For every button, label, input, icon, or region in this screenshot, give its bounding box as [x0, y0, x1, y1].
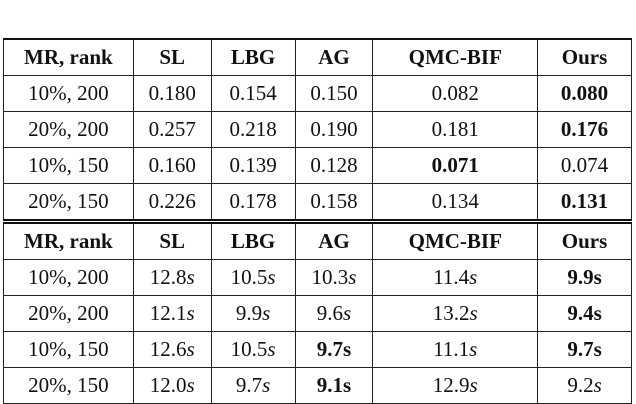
cell: 12.6s: [132, 331, 212, 368]
cell: 0.074: [537, 147, 632, 184]
cell: 11.4s: [372, 259, 539, 296]
header-cell: SL: [132, 219, 212, 260]
data-row: 20%, 200 0.257 0.218 0.190 0.181 0.176: [3, 111, 632, 148]
cell: 0.190: [294, 111, 374, 148]
cell: 9.7s: [210, 367, 296, 404]
cell: 20%, 150: [3, 183, 134, 222]
cell: 0.226: [132, 183, 212, 222]
data-row: 20%, 150 0.226 0.178 0.158 0.134 0.131: [3, 183, 632, 222]
cell: 0.257: [132, 111, 212, 148]
cell: 12.9s: [372, 367, 539, 404]
cell: 0.150: [294, 75, 374, 112]
cell: 9.6s: [294, 295, 374, 332]
cell: 9.9s: [210, 295, 296, 332]
cell: 0.180: [132, 75, 212, 112]
header-cell: MR, rank: [3, 38, 134, 76]
header-row: MR, rank SL LBG AG QMC-BIF Ours: [3, 219, 632, 260]
table-body: MR, rank SL LBG AG QMC-BIF Ours 10%, 200 0.180 0…: [3, 38, 632, 404]
cell: 9.4s: [537, 295, 632, 332]
cell: 9.7s: [294, 331, 374, 368]
cell: 13.2s: [372, 295, 539, 332]
data-row: 20%, 200 12.1s 9.9s 9.6s 13.2s 9.4s: [3, 295, 632, 332]
cell: 0.178: [210, 183, 296, 222]
cell: 9.2s: [537, 367, 632, 404]
cell: 0.158: [294, 183, 374, 222]
header-cell: AG: [294, 219, 374, 260]
data-row: 20%, 150 12.0s 9.7s 9.1s 12.9s 9.2s: [3, 367, 632, 404]
data-row: 10%, 200 12.8s 10.5s 10.3s 11.4s 9.9s: [3, 259, 632, 296]
cell: 0.080: [537, 75, 632, 112]
data-row: 10%, 200 0.180 0.154 0.150 0.082 0.080: [3, 75, 632, 112]
cell: 10.3s: [294, 259, 374, 296]
cell: 9.7s: [537, 331, 632, 368]
header-cell: LBG: [210, 38, 296, 76]
header-cell: SL: [132, 38, 212, 76]
header-cell: QMC-BIF: [372, 219, 539, 260]
cell: 0.131: [537, 183, 632, 222]
cell: 10%, 150: [3, 147, 134, 184]
data-row: 10%, 150 0.160 0.139 0.128 0.071 0.074: [3, 147, 632, 184]
cell: 9.9s: [537, 259, 632, 296]
results-table: MR, rank SL LBG AG QMC-BIF Ours 10%, 200 0.180 0…: [3, 38, 632, 404]
cell: 10%, 200: [3, 75, 134, 112]
cell: 0.218: [210, 111, 296, 148]
cell: 0.181: [372, 111, 539, 148]
cell: 20%, 200: [3, 111, 134, 148]
header-row: MR, rank SL LBG AG QMC-BIF Ours: [3, 38, 632, 76]
header-cell: QMC-BIF: [372, 38, 539, 76]
cell: 0.071: [372, 147, 539, 184]
cell: 20%, 200: [3, 295, 134, 332]
cell: 20%, 150: [3, 367, 134, 404]
cell: 0.134: [372, 183, 539, 222]
cell: 12.8s: [132, 259, 212, 296]
header-cell: Ours: [537, 219, 632, 260]
cell: 0.160: [132, 147, 212, 184]
cell: 0.176: [537, 111, 632, 148]
header-cell: AG: [294, 38, 374, 76]
cell: 10%, 150: [3, 331, 134, 368]
cell: 10.5s: [210, 331, 296, 368]
cell: 9.1s: [294, 367, 374, 404]
cell: 0.128: [294, 147, 374, 184]
cell: 10.5s: [210, 259, 296, 296]
cell: 10%, 200: [3, 259, 134, 296]
header-cell: LBG: [210, 219, 296, 260]
data-row: 10%, 150 12.6s 10.5s 9.7s 11.1s 9.7s: [3, 331, 632, 368]
cell: 12.1s: [132, 295, 212, 332]
header-cell: Ours: [537, 38, 632, 76]
header-cell: MR, rank: [3, 219, 134, 260]
cell: 0.139: [210, 147, 296, 184]
cell: 11.1s: [372, 331, 539, 368]
cell: 0.082: [372, 75, 539, 112]
cell: 0.154: [210, 75, 296, 112]
cell: 12.0s: [132, 367, 212, 404]
